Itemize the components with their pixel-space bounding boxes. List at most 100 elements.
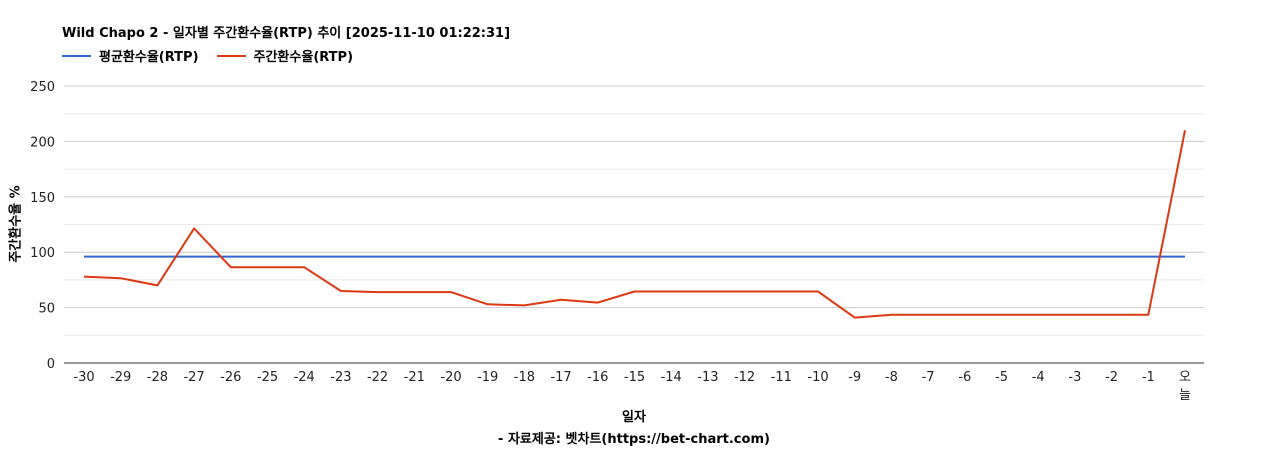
legend: 평균환수율(RTP) 주간환수율(RTP) bbox=[62, 46, 371, 65]
data-point bbox=[1147, 256, 1149, 258]
chart-title: Wild Chapo 2 - 일자별 주간환수율(RTP) 추이 [2025-1… bbox=[62, 26, 511, 41]
data-point bbox=[1001, 256, 1003, 258]
data-point bbox=[340, 290, 342, 292]
y-tick-label: 150 bbox=[30, 191, 55, 206]
data-point bbox=[1184, 129, 1186, 131]
data-point bbox=[523, 256, 525, 258]
data-point bbox=[597, 256, 599, 258]
data-point bbox=[83, 256, 85, 258]
x-tick-label: -17 bbox=[550, 370, 571, 385]
data-point bbox=[964, 256, 966, 258]
y-tick-label: 100 bbox=[30, 246, 55, 261]
data-point bbox=[450, 291, 452, 293]
x-tick-label: -19 bbox=[477, 370, 498, 385]
data-point bbox=[267, 256, 269, 258]
x-tick-label: -15 bbox=[624, 370, 645, 385]
data-point bbox=[377, 256, 379, 258]
x-tick-label: -20 bbox=[440, 370, 461, 385]
data-point bbox=[193, 256, 195, 258]
data-point bbox=[854, 317, 856, 319]
data-point bbox=[1184, 256, 1186, 258]
x-tick-label: -23 bbox=[330, 370, 351, 385]
x-tick-label: -26 bbox=[220, 370, 241, 385]
legend-label-average: 평균환수율(RTP) bbox=[99, 50, 199, 65]
x-tick-label: 늘 bbox=[1179, 388, 1191, 403]
x-tick-label: -21 bbox=[404, 370, 425, 385]
y-tick-label: 50 bbox=[38, 302, 55, 317]
source-note: - 자료제공: 벳차트(https://bet-chart.com) bbox=[498, 432, 770, 447]
x-tick-label: -3 bbox=[1068, 370, 1081, 385]
data-point bbox=[1111, 256, 1113, 258]
x-tick-label: -14 bbox=[661, 370, 682, 385]
data-point bbox=[340, 256, 342, 258]
data-point bbox=[780, 291, 782, 293]
x-tick-label: -5 bbox=[995, 370, 1008, 385]
x-tick-label: -28 bbox=[147, 370, 168, 385]
data-point bbox=[120, 277, 122, 279]
data-point bbox=[744, 291, 746, 293]
data-point bbox=[1147, 314, 1149, 316]
data-point bbox=[927, 256, 929, 258]
data-point bbox=[120, 256, 122, 258]
data-point bbox=[744, 256, 746, 258]
data-point bbox=[230, 266, 232, 268]
x-tick-label: 오 bbox=[1179, 370, 1191, 385]
x-tick-label: -9 bbox=[848, 370, 861, 385]
legend-swatch-average bbox=[62, 54, 91, 57]
data-point bbox=[83, 276, 85, 278]
data-point bbox=[634, 256, 636, 258]
x-tick-label: -6 bbox=[958, 370, 971, 385]
x-tick-label: -13 bbox=[697, 370, 718, 385]
data-point bbox=[817, 256, 819, 258]
x-tick-label: -12 bbox=[734, 370, 755, 385]
data-point bbox=[597, 302, 599, 304]
data-point bbox=[1037, 256, 1039, 258]
data-point bbox=[1074, 256, 1076, 258]
data-point bbox=[670, 256, 672, 258]
data-point bbox=[964, 314, 966, 316]
data-point bbox=[890, 314, 892, 316]
legend-item-average[interactable]: 평균환수율(RTP) bbox=[62, 46, 199, 65]
y-tick-label: 250 bbox=[30, 80, 55, 95]
data-point bbox=[1111, 314, 1113, 316]
x-tick-label: -29 bbox=[110, 370, 131, 385]
data-point bbox=[1037, 314, 1039, 316]
legend-item-weekly[interactable]: 주간환수율(RTP) bbox=[216, 46, 354, 65]
data-point bbox=[854, 256, 856, 258]
data-point bbox=[560, 299, 562, 301]
data-point bbox=[707, 256, 709, 258]
legend-label-weekly: 주간환수율(RTP) bbox=[253, 50, 354, 65]
x-tick-label: -24 bbox=[294, 370, 315, 385]
data-point bbox=[450, 256, 452, 258]
x-tick-label: -8 bbox=[885, 370, 898, 385]
series-line-weekly bbox=[83, 130, 1186, 319]
data-point bbox=[377, 291, 379, 293]
x-tick-label: -10 bbox=[807, 370, 828, 385]
x-tick-label: -4 bbox=[1032, 370, 1045, 385]
data-point bbox=[890, 256, 892, 258]
data-point bbox=[230, 256, 232, 258]
x-tick-label: -18 bbox=[514, 370, 535, 385]
x-tick-label: -11 bbox=[771, 370, 792, 385]
data-point bbox=[487, 256, 489, 258]
data-point bbox=[523, 304, 525, 306]
x-tick-label: -25 bbox=[257, 370, 278, 385]
x-tick-label: -2 bbox=[1105, 370, 1118, 385]
data-point bbox=[303, 266, 305, 268]
data-point bbox=[560, 256, 562, 258]
data-point bbox=[156, 256, 158, 258]
data-point bbox=[413, 291, 415, 293]
data-point bbox=[156, 284, 158, 286]
x-axis-label: 일자 bbox=[622, 410, 646, 425]
x-tick-label: -22 bbox=[367, 370, 388, 385]
y-axis-label: 주간환수율 % bbox=[8, 185, 24, 263]
data-point bbox=[1001, 314, 1003, 316]
legend-swatch-weekly bbox=[216, 54, 246, 57]
data-point bbox=[927, 314, 929, 316]
x-tick-label: -7 bbox=[922, 370, 935, 385]
data-point bbox=[413, 256, 415, 258]
data-point bbox=[817, 291, 819, 293]
data-point bbox=[487, 303, 489, 305]
data-point bbox=[193, 227, 195, 229]
